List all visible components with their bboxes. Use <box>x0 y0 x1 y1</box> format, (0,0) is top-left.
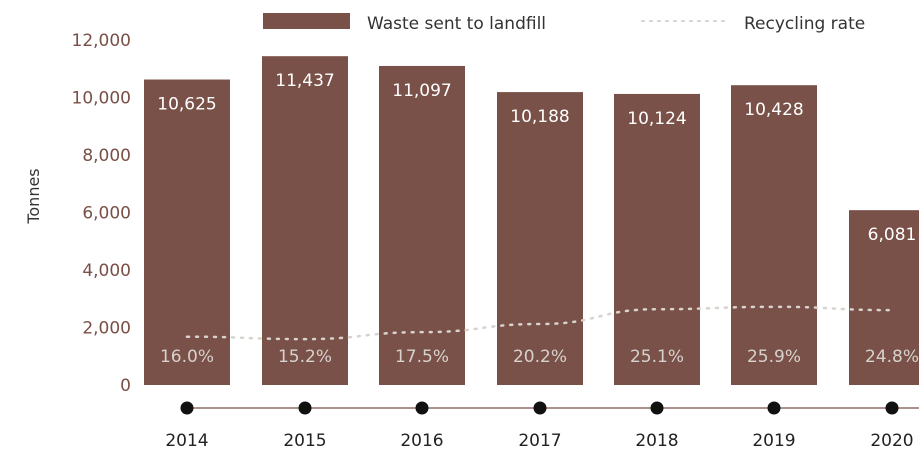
timeline-dot <box>415 401 429 415</box>
y-axis-title: Tonnes <box>24 168 43 224</box>
y-tick-label: 6,000 <box>82 204 131 224</box>
year-tick-label: 2020 <box>870 431 913 451</box>
y-tick-label: 0 <box>120 376 131 396</box>
timeline-dot <box>180 401 194 415</box>
y-tick-label: 12,000 <box>72 31 131 51</box>
timeline-dot <box>885 401 899 415</box>
bar-2015 <box>262 56 348 385</box>
bar-2018 <box>614 93 700 385</box>
y-tick-label: 2,000 <box>82 319 131 339</box>
year-tick-label: 2015 <box>283 431 326 451</box>
y-tick-label: 4,000 <box>82 261 131 281</box>
rate-value-label: 25.1% <box>630 347 684 367</box>
year-timeline: 2014 2015 2016 2017 2018 2019 2020 <box>165 401 919 451</box>
legend-waste-label: Waste sent to landfill <box>367 14 546 34</box>
recycling-rate-series <box>185 305 894 341</box>
rate-value-label: 15.2% <box>278 347 332 367</box>
bar-value-label: 10,124 <box>627 109 686 129</box>
bar-value-label: 11,437 <box>275 71 334 91</box>
timeline-dot <box>650 401 664 415</box>
legend-rate-label: Recycling rate <box>744 14 865 34</box>
bar-value-label: 11,097 <box>392 81 451 101</box>
rate-value-label: 16.0% <box>160 347 214 367</box>
year-tick-label: 2014 <box>165 431 208 451</box>
bar-2019 <box>731 85 817 385</box>
bars: 10,625 16.0% 11,437 15.2% 11,097 17.5% 10,188 2… <box>144 56 919 386</box>
bar-2014 <box>144 79 230 385</box>
rate-value-label: 24.8% <box>865 347 919 367</box>
legend: Waste sent to landfill Recycling rate <box>263 13 865 34</box>
legend-waste-swatch <box>263 13 350 29</box>
timeline-dot <box>533 401 547 415</box>
bar-value-label: 10,625 <box>157 95 216 115</box>
bar-value-label: 10,428 <box>744 100 803 120</box>
y-tick-label: 8,000 <box>82 146 131 166</box>
bar-value-label: 10,188 <box>510 107 569 127</box>
bar-2017 <box>497 92 583 385</box>
bar-value-label: 6,081 <box>868 225 917 245</box>
rate-value-label: 25.9% <box>747 347 801 367</box>
recycling-rate-line <box>185 305 894 341</box>
bar-2016 <box>379 65 465 386</box>
year-tick-label: 2018 <box>635 431 678 451</box>
rate-value-label: 20.2% <box>513 347 567 367</box>
rate-value-label: 17.5% <box>395 347 449 367</box>
timeline-dot <box>298 401 312 415</box>
y-tick-label: 10,000 <box>72 89 131 109</box>
year-tick-label: 2017 <box>518 431 561 451</box>
bar-2020 <box>849 210 919 385</box>
timeline-dot <box>767 401 781 415</box>
year-tick-label: 2019 <box>752 431 795 451</box>
year-tick-label: 2016 <box>400 431 443 451</box>
y-axis: 0 2,000 4,000 6,000 8,000 10,000 12,000 <box>72 31 131 396</box>
